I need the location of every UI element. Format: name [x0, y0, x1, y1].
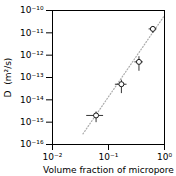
- svg-text:10⁰: 10⁰: [157, 152, 172, 162]
- svg-text:10⁻¹⁴: 10⁻¹⁴: [20, 95, 44, 105]
- svg-text:10⁻²: 10⁻²: [43, 152, 63, 162]
- svg-text:10⁻¹³: 10⁻¹³: [20, 72, 44, 82]
- svg-text:Volume fraction of micropore: Volume fraction of micropore: [43, 165, 174, 175]
- svg-text:10⁻¹: 10⁻¹: [99, 152, 119, 162]
- svg-text:10⁻¹⁰: 10⁻¹⁰: [20, 5, 44, 15]
- svg-text:10⁻¹⁶: 10⁻¹⁶: [20, 139, 44, 149]
- svg-text:10⁻¹⁵: 10⁻¹⁵: [20, 117, 44, 127]
- svg-text:D (m²/s): D (m²/s): [3, 58, 13, 98]
- svg-text:10⁻¹¹: 10⁻¹¹: [20, 28, 44, 38]
- svg-text:10⁻¹²: 10⁻¹²: [20, 50, 44, 60]
